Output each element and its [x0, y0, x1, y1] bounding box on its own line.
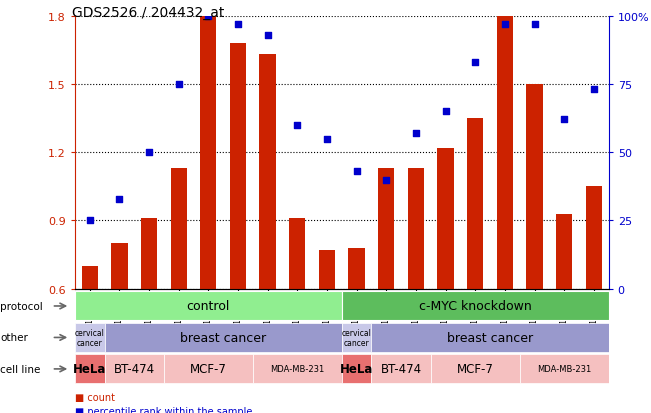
Bar — [342, 292, 609, 321]
Bar — [519, 354, 609, 384]
Bar — [319, 250, 335, 289]
Point — [203, 13, 214, 20]
Text: MCF-7: MCF-7 — [190, 363, 227, 375]
Point — [292, 122, 303, 129]
Point — [173, 81, 184, 88]
Bar — [527, 85, 543, 289]
Bar — [111, 244, 128, 289]
Bar — [75, 323, 105, 352]
Point — [262, 32, 273, 39]
Point — [144, 150, 154, 156]
Text: control: control — [187, 300, 230, 313]
Text: breast cancer: breast cancer — [180, 331, 266, 344]
Text: cell line: cell line — [0, 364, 40, 374]
Text: breast cancer: breast cancer — [447, 331, 533, 344]
Text: GDS2526 / 204432_at: GDS2526 / 204432_at — [72, 6, 224, 20]
Text: ■ count: ■ count — [75, 392, 115, 402]
Point — [440, 109, 450, 115]
Point — [529, 21, 540, 28]
Bar — [378, 169, 395, 289]
Text: other: other — [0, 332, 28, 343]
Point — [589, 87, 599, 93]
Text: c-MYC knockdown: c-MYC knockdown — [419, 300, 532, 313]
Text: cervical
cancer: cervical cancer — [342, 328, 372, 347]
Text: protocol: protocol — [0, 301, 43, 311]
Bar — [253, 354, 342, 384]
Point — [233, 21, 243, 28]
Bar — [497, 17, 513, 289]
Bar — [81, 266, 98, 289]
Bar — [342, 323, 372, 352]
Text: MDA-MB-231: MDA-MB-231 — [270, 365, 324, 373]
Bar — [289, 219, 305, 289]
Bar — [467, 119, 484, 289]
Bar — [586, 187, 602, 289]
Text: HeLa: HeLa — [73, 363, 106, 375]
Point — [470, 59, 480, 66]
Text: HeLa: HeLa — [340, 363, 373, 375]
Bar — [431, 354, 519, 384]
Point — [559, 117, 570, 123]
Bar — [342, 354, 372, 384]
Bar — [556, 214, 572, 289]
Text: cervical
cancer: cervical cancer — [75, 328, 105, 347]
Bar — [75, 354, 105, 384]
Bar — [260, 55, 276, 289]
Point — [352, 169, 362, 175]
Bar — [141, 219, 157, 289]
Text: BT-474: BT-474 — [381, 363, 422, 375]
Text: ■ percentile rank within the sample: ■ percentile rank within the sample — [75, 406, 252, 413]
Bar — [372, 323, 609, 352]
Text: BT-474: BT-474 — [114, 363, 155, 375]
Point — [85, 218, 95, 224]
Bar — [408, 169, 424, 289]
Text: MDA-MB-231: MDA-MB-231 — [537, 365, 591, 373]
Bar — [230, 44, 246, 289]
Text: MCF-7: MCF-7 — [457, 363, 493, 375]
Bar — [105, 323, 342, 352]
Bar — [105, 354, 164, 384]
Bar — [437, 148, 454, 289]
Bar — [75, 292, 342, 321]
Point — [322, 136, 332, 142]
Bar — [200, 17, 217, 289]
Bar — [164, 354, 253, 384]
Point — [114, 196, 124, 202]
Point — [500, 21, 510, 28]
Point — [411, 131, 421, 137]
Point — [381, 177, 391, 183]
Bar — [171, 169, 187, 289]
Bar — [348, 248, 365, 289]
Bar — [372, 354, 431, 384]
